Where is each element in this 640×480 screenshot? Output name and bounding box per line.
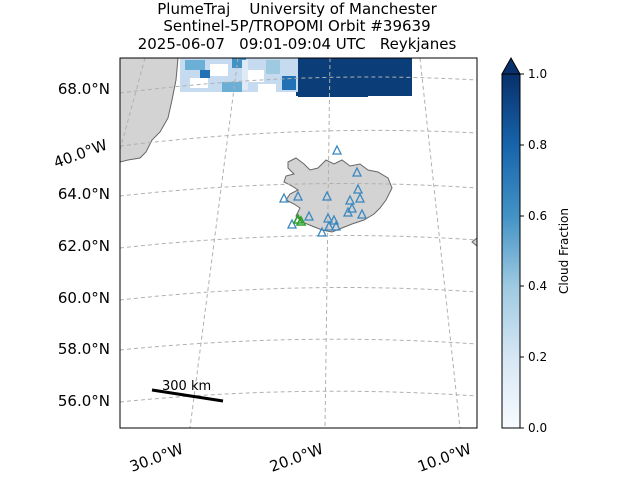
scale-bar bbox=[151, 388, 224, 403]
volcano-marker bbox=[330, 220, 342, 231]
colorbar-tick: 0.6 bbox=[528, 209, 547, 223]
source-marker bbox=[295, 215, 307, 226]
volcano-marker bbox=[321, 190, 333, 201]
volcano-marker bbox=[303, 210, 315, 221]
volcano-marker bbox=[278, 192, 290, 203]
volcano-marker bbox=[354, 192, 366, 203]
iceland-landmass bbox=[283, 157, 393, 233]
map-frame bbox=[119, 57, 478, 429]
volcano-marker bbox=[286, 218, 298, 229]
graticule bbox=[120, 58, 477, 428]
lon-label-10w: 10.0°W bbox=[415, 440, 474, 476]
volcano-marker bbox=[351, 166, 363, 177]
lat-label-60: 60.0°N bbox=[58, 289, 110, 307]
lon-label-40w: 40.0°W bbox=[51, 136, 110, 172]
volcano-marker bbox=[292, 190, 304, 201]
volcano-marker bbox=[328, 214, 340, 225]
greenland-landmass bbox=[120, 58, 179, 163]
lat-label-64: 64.0°N bbox=[58, 185, 110, 203]
colorbar-label: Cloud Fraction bbox=[557, 208, 571, 294]
volcano-marker bbox=[322, 212, 334, 223]
volcano-marker bbox=[356, 208, 368, 219]
lat-label-56: 56.0°N bbox=[58, 392, 110, 410]
title-line-1: PlumeTraj University of Manchester bbox=[157, 0, 437, 18]
volcano-marker bbox=[316, 226, 328, 237]
volcano-marker bbox=[323, 220, 335, 231]
title-line-2: Sentinel-5P/TROPOMI Orbit #39639 bbox=[163, 17, 431, 35]
volcano-marker bbox=[344, 194, 356, 205]
volcano-marker bbox=[342, 206, 354, 217]
lat-label-68: 68.0°N bbox=[58, 80, 110, 98]
volcano-markers bbox=[278, 144, 368, 237]
colorbar-tick: 0.8 bbox=[528, 138, 547, 152]
lat-label-58: 58.0°N bbox=[58, 340, 110, 358]
scale-bar-label: 300 km bbox=[162, 379, 211, 394]
cloud-fraction-swath bbox=[180, 58, 412, 97]
lon-label-30w: 30.0°W bbox=[127, 440, 186, 476]
volcano-marker bbox=[346, 202, 358, 213]
volcano-marker bbox=[352, 183, 364, 194]
map-area: 300 km bbox=[120, 58, 477, 428]
colorbar-tick: 0.2 bbox=[528, 350, 547, 364]
lat-label-62: 62.0°N bbox=[58, 237, 110, 255]
colorbar-tick: 0.4 bbox=[528, 279, 547, 293]
title-line-3: 2025-06-07 09:01-09:04 UTC Reykjanes bbox=[137, 35, 457, 53]
lon-label-20w: 20.0°W bbox=[267, 440, 326, 476]
volcano-marker bbox=[331, 144, 343, 155]
source-markers bbox=[292, 213, 307, 226]
colorbar-tick: 0.0 bbox=[528, 421, 547, 435]
colorbar: 0.0 0.2 0.4 0.6 0.8 1.0 Cloud Fraction bbox=[501, 56, 571, 435]
colorbar-extend-arrow bbox=[501, 56, 521, 75]
colorbar-tick: 1.0 bbox=[528, 67, 547, 81]
